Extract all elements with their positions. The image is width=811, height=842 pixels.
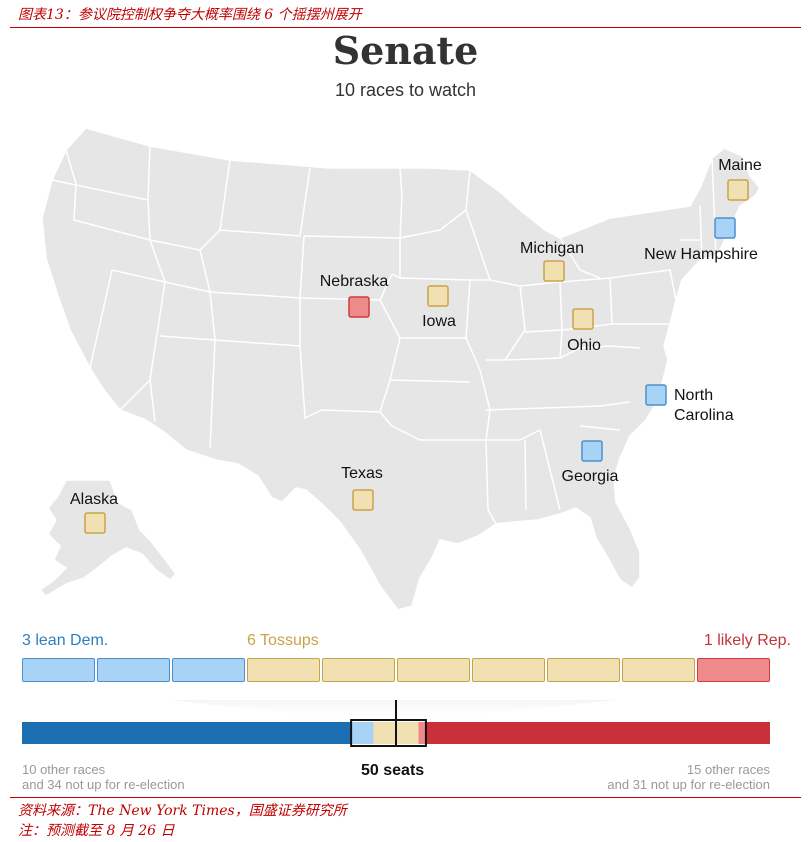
state-label-new-hampshire: New Hampshire — [644, 246, 758, 263]
state-marker-michigan[interactable] — [543, 260, 565, 282]
date-note: 注：预测截至 8 月 26 日 — [18, 823, 175, 839]
state-label-north-carolina-line1: North — [674, 387, 713, 404]
state-label-maine: Maine — [718, 157, 762, 174]
state-label-michigan: Michigan — [520, 240, 584, 257]
left-footnote: 10 other races and 34 not up for re-elec… — [22, 762, 185, 792]
contested-seats-segments — [351, 722, 426, 744]
state-marker-alaska[interactable] — [84, 512, 106, 534]
majority-label: 50 seats — [361, 762, 425, 779]
us-map: Maine New Hampshire Michigan Nebraska Io… — [38, 127, 762, 611]
caption-rule — [10, 27, 801, 28]
map-land — [38, 127, 761, 611]
contested-segment-likely-rep — [418, 722, 426, 744]
state-label-iowa: Iowa — [422, 313, 456, 330]
race-box-lean-dem[interactable] — [172, 658, 245, 682]
state-label-georgia: Georgia — [562, 468, 619, 485]
right-footnote: 15 other races and 31 not up for re-elec… — [607, 762, 770, 792]
state-borders — [51, 145, 717, 525]
state-label-nebraska: Nebraska — [320, 273, 389, 290]
footer-rule — [10, 797, 801, 798]
race-box-likely-rep[interactable] — [697, 658, 770, 682]
seat-bar — [22, 700, 770, 747]
state-label-north-carolina-line2: Carolina — [674, 407, 734, 424]
zoom-fan — [168, 700, 617, 720]
race-box-tossup[interactable] — [547, 658, 620, 682]
state-marker-iowa[interactable] — [427, 285, 449, 307]
right-footnote-line2: and 31 not up for re-election — [607, 777, 770, 792]
state-marker-ohio[interactable] — [572, 308, 594, 330]
state-marker-maine[interactable] — [727, 179, 749, 201]
contested-zoom-frame — [350, 719, 427, 747]
state-label-north-carolina: North Carolina — [674, 387, 734, 424]
state-marker-texas[interactable] — [352, 489, 374, 511]
race-box-tossup[interactable] — [397, 658, 470, 682]
figure-caption: 图表13：参议院控制权争夺大概率围绕 6 个摇摆州展开 — [18, 7, 362, 23]
state-label-alaska: Alaska — [70, 491, 118, 508]
page-subtitle: 10 races to watch — [334, 80, 477, 100]
contiguous-us-shape — [41, 127, 761, 611]
state-marker-georgia[interactable] — [581, 440, 603, 462]
race-box-tossup[interactable] — [472, 658, 545, 682]
state-label-texas: Texas — [341, 465, 383, 482]
page-title: Senate — [332, 28, 479, 73]
race-box-lean-dem[interactable] — [22, 658, 95, 682]
alaska-shape — [38, 479, 177, 597]
state-marker-new-hampshire[interactable] — [714, 217, 736, 239]
dem-safe-seats-bar — [22, 722, 352, 744]
majority-leader-line — [395, 700, 397, 720]
state-marker-north-carolina[interactable] — [645, 384, 667, 406]
left-footnote-line1: 10 other races — [22, 762, 106, 777]
race-box-tossup[interactable] — [247, 658, 320, 682]
tossups-label: 6 Tossups — [247, 632, 319, 649]
race-box-tossup[interactable] — [622, 658, 695, 682]
rep-safe-seats-bar — [425, 722, 770, 744]
right-footnote-line1: 15 other races — [686, 762, 770, 777]
race-box-tossup[interactable] — [322, 658, 395, 682]
state-label-ohio: Ohio — [567, 337, 601, 354]
likely-rep-label: 1 likely Rep. — [703, 632, 791, 649]
left-footnote-line2: and 34 not up for re-election — [22, 777, 185, 792]
state-marker-nebraska[interactable] — [348, 296, 370, 318]
source-note: 资料来源：The New York Times，国盛证券研究所 — [18, 803, 347, 819]
race-box-lean-dem[interactable] — [97, 658, 170, 682]
lean-dem-label: 3 lean Dem. — [22, 632, 109, 649]
contested-segment-lean-dem — [351, 722, 374, 744]
race-rating-boxes — [22, 658, 770, 684]
